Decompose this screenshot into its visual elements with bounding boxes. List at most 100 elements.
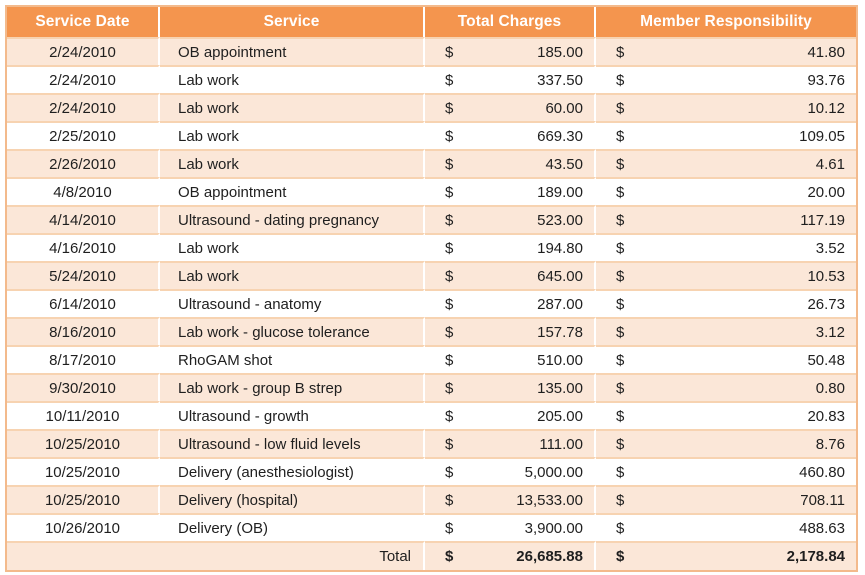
cell-member-responsibility[interactable]: $708.11 [596,485,856,513]
cell-service[interactable]: Ultrasound - anatomy [160,289,425,317]
cell-member-responsibility[interactable]: $117.19 [596,205,856,233]
dollar-sign: $ [616,407,625,425]
cell-service-date[interactable]: 4/8/2010 [7,177,160,205]
total-charges-cell[interactable]: $ 26,685.88 [425,541,596,570]
cell-total-charges[interactable]: $194.80 [425,233,596,261]
cell-member-responsibility[interactable]: $10.53 [596,261,856,289]
charges-value: 185.00 [537,43,583,61]
cell-service-date[interactable]: 9/30/2010 [7,373,160,401]
cell-member-responsibility[interactable]: $26.73 [596,289,856,317]
dollar-sign: $ [445,43,454,61]
col-header-service[interactable]: Service [160,7,425,37]
cell-service-date[interactable]: 8/16/2010 [7,317,160,345]
cell-service-date[interactable]: 10/25/2010 [7,429,160,457]
cell-service-date[interactable]: 4/14/2010 [7,205,160,233]
cell-total-charges[interactable]: $43.50 [425,149,596,177]
cell-member-responsibility[interactable]: $109.05 [596,121,856,149]
cell-service-date[interactable]: 2/24/2010 [7,37,160,65]
charges-value: 194.80 [537,239,583,257]
dollar-sign: $ [616,295,625,313]
cell-member-responsibility[interactable]: $20.00 [596,177,856,205]
cell-service[interactable]: Lab work [160,233,425,261]
cell-service[interactable]: Delivery (anesthesiologist) [160,457,425,485]
cell-member-responsibility[interactable]: $460.80 [596,457,856,485]
member-responsibility-value: 0.80 [815,379,845,397]
charges-value: 3,900.00 [524,519,583,537]
dollar-sign: $ [445,435,454,453]
cell-total-charges[interactable]: $205.00 [425,401,596,429]
cell-service[interactable]: Lab work [160,261,425,289]
cell-total-charges[interactable]: $645.00 [425,261,596,289]
dollar-sign: $ [616,99,625,117]
cell-service-date[interactable]: 10/25/2010 [7,457,160,485]
cell-member-responsibility[interactable]: $0.80 [596,373,856,401]
cell-service[interactable]: Ultrasound - low fluid levels [160,429,425,457]
cell-total-charges[interactable]: $60.00 [425,93,596,121]
cell-total-charges[interactable]: $337.50 [425,65,596,93]
cell-service-date[interactable]: 5/24/2010 [7,261,160,289]
cell-service[interactable]: Delivery (OB) [160,513,425,541]
col-header-total-charges[interactable]: Total Charges [425,7,596,37]
cell-service-date[interactable]: 10/26/2010 [7,513,160,541]
cell-service[interactable]: OB appointment [160,37,425,65]
cell-service[interactable]: Lab work [160,93,425,121]
cell-service[interactable]: Lab work [160,65,425,93]
cell-service[interactable]: Delivery (hospital) [160,485,425,513]
cell-total-charges[interactable]: $13,533.00 [425,485,596,513]
claims-table: Service Date Service Total Charges Membe… [5,5,858,572]
col-header-member-responsibility[interactable]: Member Responsibility [596,7,856,37]
cell-total-charges[interactable]: $3,900.00 [425,513,596,541]
cell-service-date[interactable]: 6/14/2010 [7,289,160,317]
dollar-sign: $ [445,323,454,341]
cell-member-responsibility[interactable]: $3.12 [596,317,856,345]
cell-member-responsibility[interactable]: $20.83 [596,401,856,429]
cell-member-responsibility[interactable]: $4.61 [596,149,856,177]
cell-service[interactable]: Lab work - glucose tolerance [160,317,425,345]
dollar-sign: $ [445,99,454,117]
cell-service[interactable]: OB appointment [160,177,425,205]
cell-member-responsibility[interactable]: $3.52 [596,233,856,261]
cell-member-responsibility[interactable]: $10.12 [596,93,856,121]
table-row: 8/17/2010 RhoGAM shot $510.00 $50.48 [7,345,856,373]
total-label-cell[interactable]: Total [7,541,425,570]
cell-total-charges[interactable]: $185.00 [425,37,596,65]
cell-service[interactable]: Ultrasound - dating pregnancy [160,205,425,233]
cell-service[interactable]: Lab work - group B strep [160,373,425,401]
cell-member-responsibility[interactable]: $8.76 [596,429,856,457]
col-header-service-date[interactable]: Service Date [7,7,160,37]
table-row: 9/30/2010 Lab work - group B strep $135.00… [7,373,856,401]
cell-member-responsibility[interactable]: $93.76 [596,65,856,93]
cell-service[interactable]: RhoGAM shot [160,345,425,373]
cell-total-charges[interactable]: $111.00 [425,429,596,457]
cell-service[interactable]: Lab work [160,149,425,177]
cell-total-charges[interactable]: $523.00 [425,205,596,233]
dollar-sign: $ [445,127,454,145]
dollar-sign: $ [445,183,454,201]
cell-service[interactable]: Lab work [160,121,425,149]
cell-total-charges[interactable]: $287.00 [425,289,596,317]
cell-service-date[interactable]: 8/17/2010 [7,345,160,373]
cell-total-charges[interactable]: $135.00 [425,373,596,401]
cell-service-date[interactable]: 2/25/2010 [7,121,160,149]
cell-service-date[interactable]: 2/24/2010 [7,65,160,93]
cell-total-charges[interactable]: $189.00 [425,177,596,205]
cell-member-responsibility[interactable]: $41.80 [596,37,856,65]
total-member-responsibility-cell[interactable]: $ 2,178.84 [596,541,856,570]
cell-service-date[interactable]: 10/11/2010 [7,401,160,429]
cell-member-responsibility[interactable]: $488.63 [596,513,856,541]
cell-total-charges[interactable]: $669.30 [425,121,596,149]
dollar-sign: $ [616,267,625,285]
cell-service[interactable]: Ultrasound - growth [160,401,425,429]
cell-total-charges[interactable]: $5,000.00 [425,457,596,485]
cell-total-charges[interactable]: $510.00 [425,345,596,373]
dollar-sign: $ [445,295,454,313]
table-row: 4/16/2010 Lab work $194.80 $3.52 [7,233,856,261]
cell-service-date[interactable]: 4/16/2010 [7,233,160,261]
cell-service-date[interactable]: 2/26/2010 [7,149,160,177]
cell-service-date[interactable]: 10/25/2010 [7,485,160,513]
cell-total-charges[interactable]: $157.78 [425,317,596,345]
cell-service-date[interactable]: 2/24/2010 [7,93,160,121]
dollar-sign: $ [445,239,454,257]
dollar-sign: $ [616,548,625,565]
cell-member-responsibility[interactable]: $50.48 [596,345,856,373]
